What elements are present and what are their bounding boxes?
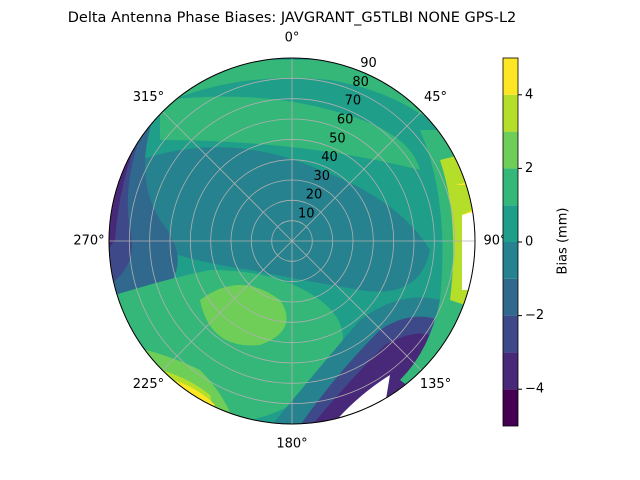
angular-grid-line	[162, 111, 293, 242]
colorbar-tick-label: −4	[525, 382, 544, 397]
theta-tick-label: 270°	[73, 234, 104, 249]
theta-tick-label: 225°	[133, 377, 164, 392]
colorbar-segment	[503, 352, 518, 390]
colorbar-tick-label: −2	[525, 308, 544, 323]
colorbar-label: Bias (mm)	[556, 208, 571, 275]
angular-grid-line	[162, 240, 293, 371]
contour-region	[200, 285, 287, 346]
colorbar-segment	[503, 242, 518, 279]
colorbar-segment	[503, 168, 518, 206]
colorbar-segment	[503, 278, 518, 316]
polar-frame	[108, 57, 476, 425]
colorbar-tick-label: 4	[525, 87, 533, 102]
colorbar-segment	[503, 205, 518, 242]
colorbar-segment	[503, 131, 518, 169]
angular-grid-line	[291, 240, 422, 371]
chart-title: Delta Antenna Phase Biases: JAVGRANT_G5T…	[68, 10, 517, 26]
r-tick-label: 30	[314, 169, 331, 184]
theta-tick-label: 315°	[133, 90, 164, 105]
contour-region	[140, 147, 430, 292]
r-tick-label: 50	[329, 131, 346, 146]
colorbar-tick-label: 2	[525, 161, 533, 176]
angular-grid-line	[291, 111, 422, 242]
r-tick-label: 80	[352, 75, 369, 90]
theta-tick-label: 0°	[285, 31, 300, 46]
r-tick-label: 60	[337, 112, 354, 127]
r-tick-label: 40	[321, 150, 338, 165]
theta-tick-label: 135°	[420, 377, 451, 392]
r-tick-label: 90	[360, 56, 377, 71]
r-tick-label: 10	[298, 206, 315, 221]
r-tick-label: 70	[345, 94, 362, 109]
r-tick-label: 20	[306, 188, 323, 203]
colorbar-segment	[503, 58, 518, 95]
theta-tick-label: 90°	[483, 234, 506, 249]
theta-tick-label: 180°	[276, 437, 307, 452]
colorbar-tick-label: 0	[525, 235, 533, 250]
theta-tick-label: 45°	[424, 90, 447, 105]
colorbar-segment	[503, 389, 518, 426]
colorbar-segment	[503, 315, 518, 353]
colorbar-segment	[503, 94, 518, 132]
no-data-region	[462, 210, 475, 290]
